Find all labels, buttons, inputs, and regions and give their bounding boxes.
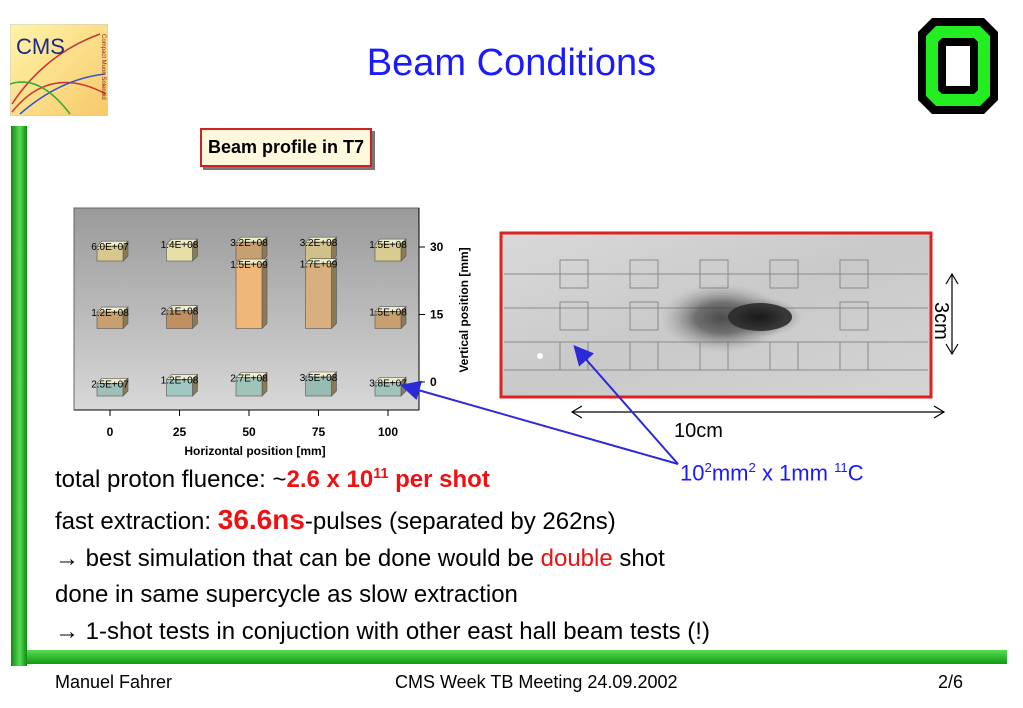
chart-bar <box>304 236 338 262</box>
chart-bar <box>165 305 199 330</box>
fluence-value-base: 2.6 x 10 <box>286 466 374 493</box>
x-tick-label: 100 <box>378 425 398 439</box>
cms-logo-subtext: Compact Muon Solenoid <box>100 34 106 100</box>
beam-note-sup: 11 <box>834 460 848 475</box>
one-shot-line: → 1-shot tests in conjuction with other … <box>55 618 710 645</box>
chart-data-label: 1.5E+08 <box>369 308 407 319</box>
chart-bar <box>165 238 199 262</box>
fluence-label: total proton fluence: ~ <box>55 466 287 493</box>
chart-data-label: 2.7E+08 <box>230 374 268 385</box>
footer-event: CMS Week TB Meeting 24.09.2002 <box>395 672 678 692</box>
chart-bar <box>374 305 407 330</box>
bottom-green-bar <box>27 650 1007 664</box>
beam-profile-chart: 6.0E+07 1.4E+08 3.2E+08 3.2E+08 1.5E+08 1.2E+… <box>73 207 471 458</box>
cms-logo: CMS Compact Muon Solenoid <box>10 24 108 116</box>
chart-data-label: 1.2E+08 <box>161 376 199 387</box>
beam-note-part: mm <box>711 460 749 486</box>
chart-data-label: 3.8E+07 <box>369 378 407 389</box>
beam-note-sup: 2 <box>704 460 712 475</box>
width-label: 10cm <box>674 420 723 442</box>
chart-data-label: 3.2E+08 <box>300 238 338 249</box>
beam-note-part: 10 <box>680 460 705 486</box>
university-logo <box>918 18 998 114</box>
x-tick-label: 0 <box>107 425 114 439</box>
beam-note-sup: 2 <box>748 460 756 475</box>
chart-xlabel: Horizontal position [mm] <box>184 444 325 458</box>
chart-ylabel: Vertical position [mm] <box>457 247 471 372</box>
chart-bar <box>235 371 268 397</box>
chart-bar <box>235 236 268 262</box>
chart-bar <box>235 258 268 330</box>
fluence-exponent: 11 <box>373 466 389 482</box>
chart-bar <box>165 373 199 397</box>
extraction-line: fast extraction: 36.6ns-pulses (separate… <box>55 504 616 536</box>
chart-data-label: 3.2E+08 <box>230 238 268 249</box>
chart-bar <box>96 377 129 397</box>
simulation-text: → best simulation that can be done would… <box>55 545 541 572</box>
chart-data-label: 6.0E+07 <box>91 242 129 253</box>
simulation-tail: shot <box>612 545 665 572</box>
beam-spot-photo <box>499 231 933 399</box>
x-tick-label: 25 <box>173 425 187 439</box>
cms-logo-text: CMS <box>16 34 65 59</box>
beam-note-part: x 1mm <box>755 460 835 486</box>
dimension-arrows <box>570 272 959 419</box>
pulse-length-value: 36.6ns <box>217 504 305 535</box>
height-label: 3cm <box>930 302 952 340</box>
x-tick-label: 50 <box>242 425 256 439</box>
fluence-unit: per shot <box>388 466 490 493</box>
chart-bar <box>304 371 338 397</box>
fluence-line: total proton fluence: ~2.6 x 1011 per sh… <box>55 466 490 494</box>
chart-data-label: 1.5E+08 <box>369 240 407 251</box>
chart-data-label: 2.5E+07 <box>91 379 129 390</box>
chart-box-label: Beam profile in T7 <box>200 128 373 167</box>
beam-size-note: 102mm2 x 1mm 11C <box>680 460 864 486</box>
chart-bar <box>96 306 129 330</box>
chart-data-label: 1.4E+08 <box>161 240 199 251</box>
footer-page-number: 2/6 <box>938 672 964 692</box>
chart-bar <box>304 258 338 330</box>
chart-bar <box>96 240 129 262</box>
y-tick-label: 0 <box>430 375 437 389</box>
chart-data-label: 1.2E+08 <box>91 308 129 319</box>
double-highlight: double <box>540 545 613 572</box>
fluence-value: 2.6 x 1011 per shot <box>287 466 490 493</box>
page-title: Beam Conditions <box>366 42 657 84</box>
extraction-label: fast extraction: <box>55 508 218 535</box>
pointer-arrows <box>400 344 679 465</box>
extraction-tail: -pulses (separated by 262ns) <box>304 508 616 535</box>
left-green-bar <box>11 126 27 666</box>
chart-data-label: 3.5E+08 <box>300 373 338 384</box>
supercycle-line: done in same supercycle as slow extracti… <box>55 581 518 608</box>
chart-data-label: 1.7E+09 <box>300 260 338 271</box>
beam-note-part: C <box>847 460 864 486</box>
chart-bar <box>374 238 407 262</box>
y-tick-label: 30 <box>430 240 444 254</box>
footer-author: Manuel Fahrer <box>55 672 173 692</box>
y-tick-label: 15 <box>430 308 444 322</box>
chart-data-label: 1.5E+09 <box>230 260 268 271</box>
chart-data-label: 2.1E+08 <box>161 307 199 318</box>
simulation-line: → best simulation that can be done would… <box>55 545 665 573</box>
x-tick-label: 75 <box>312 425 326 439</box>
